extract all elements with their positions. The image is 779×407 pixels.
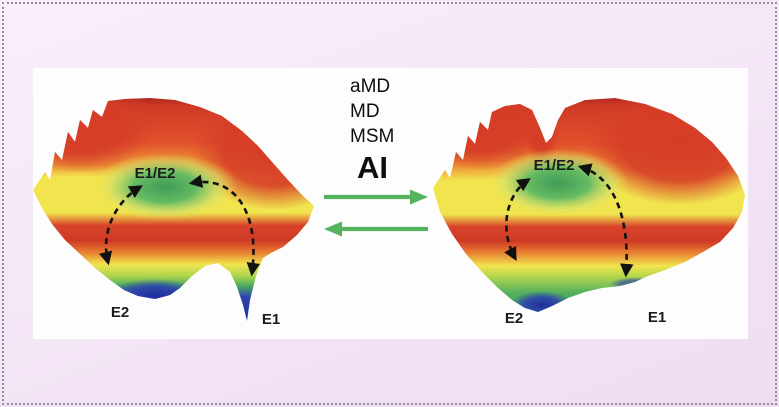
e2-label-right-landscape: E2 (505, 310, 523, 327)
transition-arc-left-of-left-landscape (98, 185, 143, 266)
methods-list: aMD MD MSM AI (350, 74, 470, 184)
method-amd-label: aMD (350, 76, 391, 97)
e1-label-left-landscape: E1 (262, 311, 280, 328)
e2-label-left-landscape: E2 (111, 304, 129, 321)
method-msm-label: MSM (350, 126, 395, 147)
transition-arc-right-of-right-landscape (577, 163, 634, 278)
saddle-label-left-landscape: E1/E2 (135, 165, 176, 182)
energy-landscape-left: E1/E2 E2 E1 (33, 98, 314, 328)
saddle-label-right-landscape: E1/E2 (534, 157, 575, 174)
landscape-surface-right (433, 98, 745, 312)
transition-arc-left-of-right-landscape (504, 178, 531, 261)
landscape-surface-left (33, 98, 314, 321)
transition-arc-right-of-left-landscape (188, 174, 261, 277)
reverse-arrow-icon (324, 221, 428, 237)
forward-arrow-icon (324, 189, 428, 205)
e1-label-right-landscape: E1 (648, 309, 666, 326)
equilibrium-arrows (324, 189, 428, 237)
energy-landscape-right: E1/E2 E2 E1 (433, 98, 745, 327)
method-md-label: MD (350, 101, 380, 122)
method-ai-label: AI (357, 150, 388, 185)
